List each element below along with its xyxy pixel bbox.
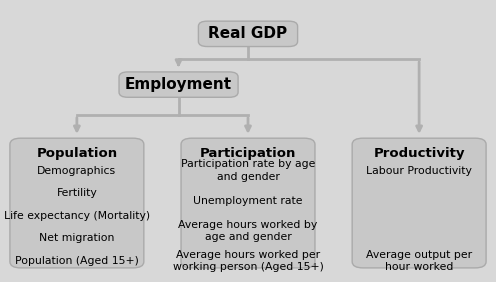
Text: Employment: Employment <box>125 77 232 92</box>
Text: Average hours worked per
working person (Aged 15+): Average hours worked per working person … <box>173 250 323 272</box>
Text: Productivity: Productivity <box>373 147 465 160</box>
Text: Life expectancy (Mortality): Life expectancy (Mortality) <box>4 211 150 221</box>
Text: Labour Productivity: Labour Productivity <box>366 166 472 176</box>
Text: Fertility: Fertility <box>57 188 97 198</box>
Text: Real GDP: Real GDP <box>208 26 288 41</box>
Text: Average hours worked by
age and gender: Average hours worked by age and gender <box>179 220 317 242</box>
FancyBboxPatch shape <box>181 138 315 268</box>
Text: Participation: Participation <box>200 147 296 160</box>
Text: Average output per
hour worked: Average output per hour worked <box>366 250 472 272</box>
Text: Net migration: Net migration <box>39 233 115 243</box>
FancyBboxPatch shape <box>352 138 486 268</box>
FancyBboxPatch shape <box>198 21 298 47</box>
Text: Unemployment rate: Unemployment rate <box>193 196 303 206</box>
FancyBboxPatch shape <box>119 72 238 97</box>
FancyBboxPatch shape <box>10 138 144 268</box>
Text: Demographics: Demographics <box>37 166 117 176</box>
Text: Participation rate by age
and gender: Participation rate by age and gender <box>181 159 315 182</box>
Text: Population (Aged 15+): Population (Aged 15+) <box>15 256 139 266</box>
Text: Population: Population <box>36 147 118 160</box>
